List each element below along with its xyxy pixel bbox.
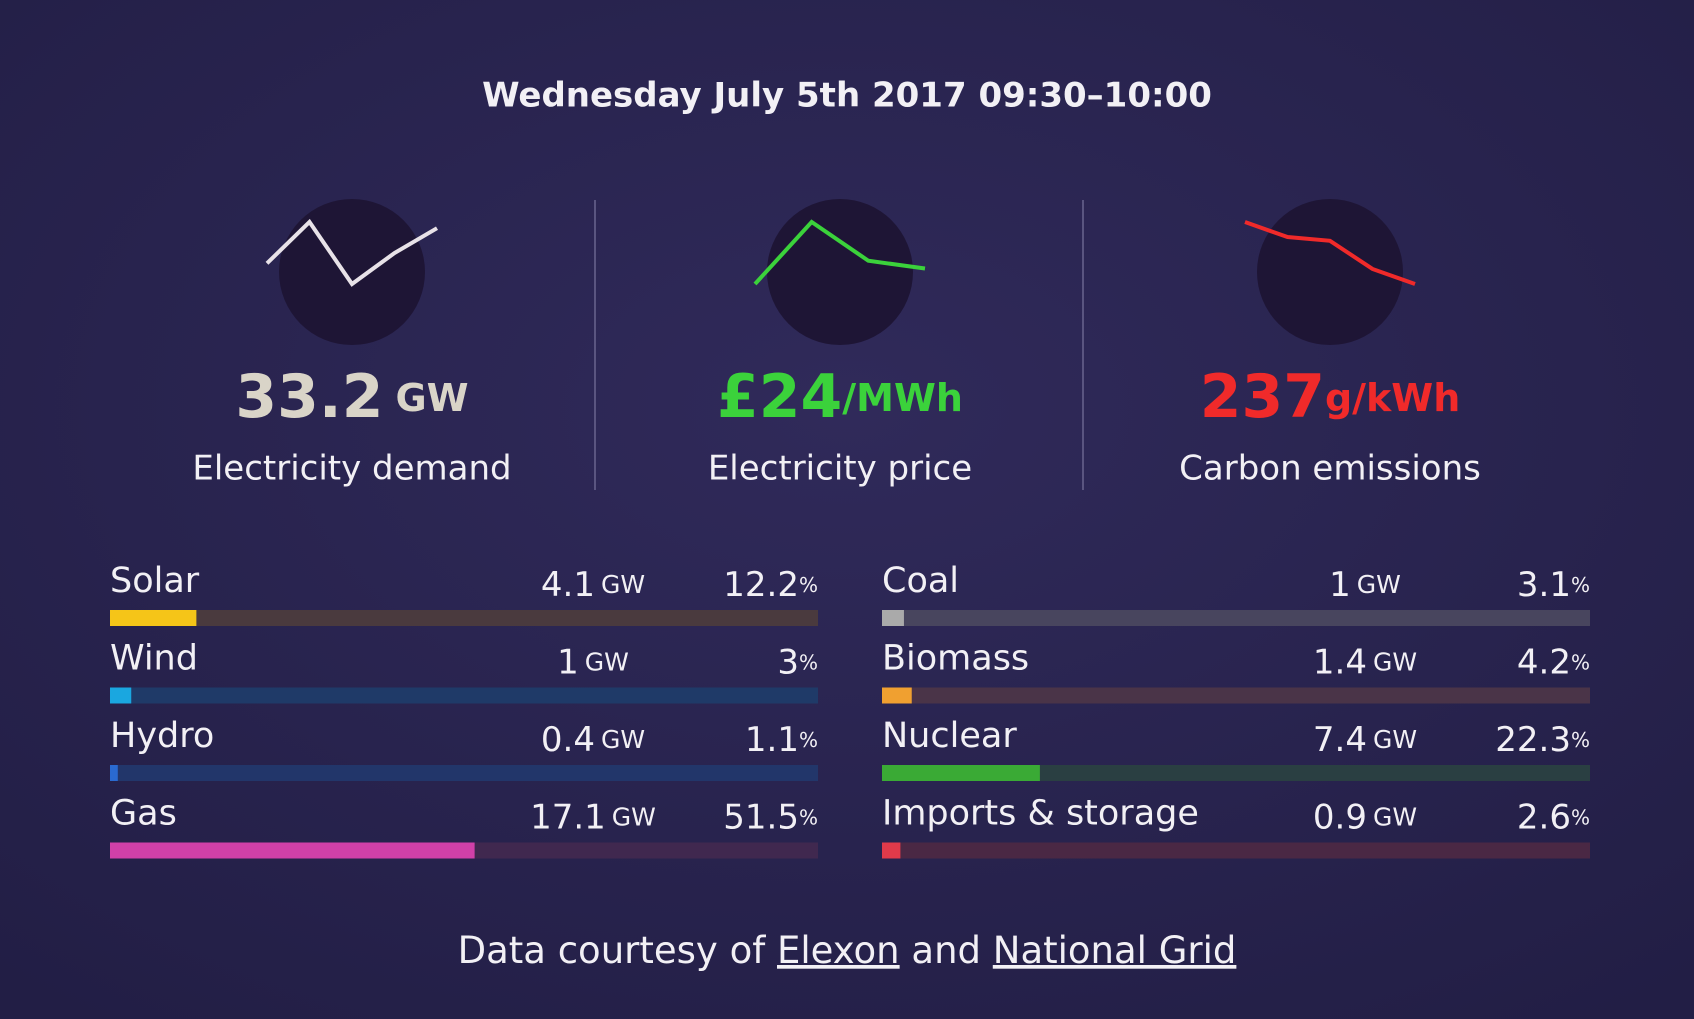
metric-label: Electricity price [708,449,972,489]
metric-number: 33.2 [235,362,383,432]
power-unit: GW [1357,570,1401,599]
footer: Data courtesy of Elexon and National Gri… [458,929,1237,972]
bar-track [110,687,818,704]
bar-track [110,610,818,626]
share-unit: % [799,650,818,674]
source-share: 51.5% [723,797,818,837]
metric-unit: GW [395,376,468,420]
power-value: 1.4 [1313,642,1367,682]
source-name: Coal [882,561,959,601]
bar [882,842,901,859]
metric-number: 237 [1200,362,1325,432]
share-unit: % [799,573,818,597]
metric-label: Carbon emissions [1179,449,1481,489]
power-unit: GW [612,803,656,832]
share-value: 51.5 [723,797,799,837]
source-share: 4.2% [1517,642,1590,682]
source-name: Wind [110,639,198,679]
power-value: 0.4 [541,720,595,760]
sparkline [265,218,439,287]
bar-track [882,842,1590,859]
share-value: 3.1 [1517,565,1571,605]
share-value: 3 [777,642,799,682]
power-value: 1 [557,642,579,682]
share-unit: % [1571,728,1590,752]
bar [110,687,132,704]
source-power: 17.1 GW [530,797,656,837]
bar [110,610,197,626]
footer-text: Data courtesy of [458,929,767,972]
sparkline [1244,220,1416,286]
sparkline-backdrop [279,199,425,345]
bar [882,687,912,704]
metric-value: £24/MWh [717,362,963,432]
metric-value: 33.2 GW [235,362,468,432]
source-power: 1 GW [557,642,629,682]
source-share: 3% [777,642,818,682]
metric-number: 24 [759,362,843,432]
power-value: 17.1 [530,797,606,837]
source-power: 4.1 GW [541,565,645,605]
sparkline-backdrop [1257,199,1403,345]
source-power: 7.4 GW [1313,720,1417,760]
metric-value: 237g/kWh [1200,362,1461,432]
metric-label: Electricity demand [192,449,511,489]
bar [882,610,904,626]
source-share: 22.3% [1495,720,1590,760]
source-power: 0.9 GW [1313,797,1417,837]
share-unit: % [799,805,818,829]
source-name: Solar [110,561,200,601]
share-value: 22.3 [1495,720,1571,760]
power-value: 1 [1329,565,1351,605]
bar-track [882,765,1590,781]
power-unit: GW [1373,803,1417,832]
metric-prefix: £ [717,362,759,432]
power-value: 7.4 [1313,720,1367,760]
power-unit: GW [1373,725,1417,754]
source-power: 0.4 GW [541,720,645,760]
source-name: Imports & storage [882,794,1199,834]
power-value: 4.1 [541,565,595,605]
share-value: 12.2 [723,565,799,605]
share-unit: % [799,728,818,752]
share-value: 1.1 [745,720,799,760]
bar [110,765,118,781]
source-name: Gas [110,794,177,834]
sparkline-backdrop [767,199,913,345]
source-share: 12.2% [723,565,818,605]
source-name: Hydro [110,716,214,756]
source-name: Biomass [882,639,1029,679]
metric-unit: /MWh [842,376,963,420]
power-unit: GW [601,570,645,599]
power-unit: GW [1373,648,1417,677]
sparkline [753,219,926,286]
share-unit: % [1571,573,1590,597]
bar-track [882,610,1590,626]
power-value: 0.9 [1313,797,1367,837]
bar [882,765,1040,781]
source-share: 2.6% [1517,797,1590,837]
share-unit: % [1571,805,1590,829]
source-power: 1.4 GW [1313,642,1417,682]
source-power: 1 GW [1329,565,1401,605]
share-value: 4.2 [1517,642,1571,682]
source-share: 1.1% [745,720,818,760]
power-unit: GW [601,725,645,754]
metric-unit: g/kWh [1325,376,1460,420]
share-value: 2.6 [1517,797,1571,837]
link[interactable]: Elexon [777,929,900,972]
title: Wednesday July 5th 2017 09:30–10:00 [482,76,1212,116]
share-unit: % [1571,650,1590,674]
power-unit: GW [585,648,629,677]
bar [110,842,475,859]
source-share: 3.1% [1517,565,1590,605]
bar-track [882,687,1590,704]
link[interactable]: National Grid [993,929,1237,972]
bar-track [110,765,818,781]
footer-text: and [911,929,981,972]
source-name: Nuclear [882,716,1017,756]
